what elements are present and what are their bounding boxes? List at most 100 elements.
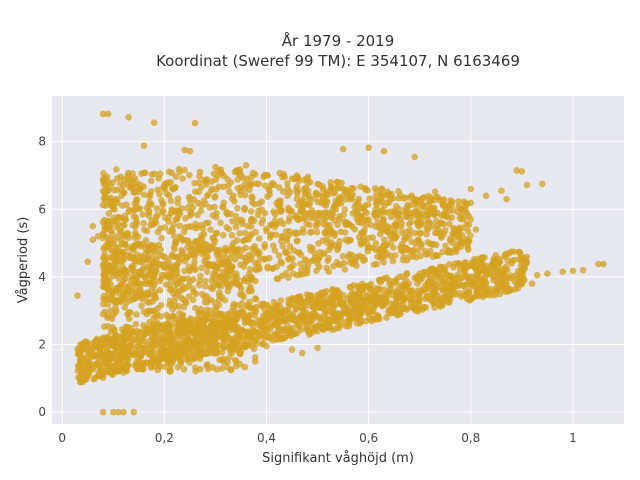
fill-point — [103, 277, 111, 285]
band-point — [350, 305, 358, 313]
data-point — [150, 119, 158, 127]
cluster-point — [125, 208, 133, 215]
cluster-point — [116, 228, 124, 235]
data-point — [212, 163, 219, 171]
fill-point — [171, 303, 179, 310]
band-point — [94, 343, 102, 351]
cluster-point — [259, 216, 267, 224]
fill-point — [161, 254, 169, 261]
band-point — [449, 285, 457, 293]
band-point — [284, 323, 292, 330]
data-point — [513, 167, 521, 174]
cluster-point — [113, 186, 121, 194]
band-point — [400, 296, 408, 304]
cluster-point — [387, 239, 395, 246]
data-point — [493, 262, 500, 270]
fill-point — [186, 252, 194, 259]
band-point — [79, 343, 86, 351]
cluster-point — [293, 237, 301, 245]
cluster-point — [176, 210, 184, 218]
band-point — [395, 282, 402, 290]
data-point — [380, 275, 388, 282]
cluster-point — [380, 236, 388, 244]
fill-point — [138, 302, 145, 310]
data-point — [365, 300, 372, 308]
band-point — [260, 312, 267, 320]
cluster-point — [158, 196, 165, 204]
band-point — [274, 304, 281, 312]
cluster-point — [408, 238, 415, 245]
fill-point — [161, 260, 169, 268]
fill-point — [119, 365, 127, 372]
cluster-point — [346, 250, 353, 258]
data-point — [227, 178, 235, 186]
cluster-point — [306, 221, 313, 229]
band-point — [333, 287, 340, 295]
fill-point — [115, 341, 122, 348]
band-point — [139, 344, 147, 352]
cluster-point — [234, 176, 241, 183]
band-point — [426, 285, 434, 293]
fill-point — [140, 308, 148, 316]
data-point — [477, 275, 485, 282]
band-point — [355, 291, 362, 298]
data-point — [600, 260, 607, 268]
band-point — [317, 304, 325, 311]
cluster-point — [303, 175, 311, 183]
band-point — [465, 262, 473, 270]
fill-point — [127, 276, 135, 284]
cluster-point — [437, 229, 445, 237]
fill-point — [137, 257, 145, 264]
data-point — [523, 181, 531, 189]
data-point — [304, 266, 311, 274]
fill-point — [250, 345, 258, 353]
fill-point — [132, 280, 139, 288]
cluster-point — [265, 187, 273, 195]
band-point — [412, 298, 420, 306]
cluster-point — [231, 168, 239, 176]
band-point — [131, 335, 139, 343]
cluster-point — [322, 208, 329, 216]
cluster-point — [185, 193, 193, 201]
band-point — [79, 370, 87, 378]
band-point — [431, 269, 439, 277]
cluster-point — [427, 247, 434, 255]
cluster-point — [417, 196, 425, 203]
data-point — [533, 271, 541, 279]
fill-point — [127, 252, 134, 259]
cluster-point — [200, 197, 208, 204]
cluster-point — [243, 236, 250, 243]
band-point — [301, 298, 309, 306]
fill-point — [180, 366, 188, 373]
cluster-point — [346, 259, 354, 266]
cluster-point — [323, 239, 331, 247]
fill-point — [252, 266, 260, 274]
cluster-point — [299, 225, 307, 233]
cluster-point — [358, 219, 365, 227]
cluster-point — [170, 221, 177, 228]
cluster-point — [114, 213, 122, 221]
data-point — [115, 408, 122, 416]
cluster-point — [355, 195, 363, 203]
cluster-point — [261, 210, 269, 217]
fill-point — [237, 261, 244, 268]
cluster-point — [179, 283, 186, 290]
fill-point — [238, 300, 246, 307]
fill-point — [199, 290, 206, 298]
band-point — [307, 330, 314, 337]
fill-point — [186, 246, 194, 254]
band-point — [319, 326, 327, 334]
band-point — [393, 288, 401, 296]
data-point — [472, 226, 480, 233]
fill-point — [162, 281, 170, 288]
band-point — [312, 324, 320, 332]
band-point — [450, 264, 457, 271]
data-point — [196, 236, 204, 244]
cluster-point — [389, 244, 397, 251]
fill-point — [245, 288, 253, 295]
cluster-point — [154, 228, 162, 236]
cluster-point — [197, 207, 205, 215]
cluster-point — [464, 243, 472, 250]
cluster-point — [138, 170, 145, 178]
data-point — [288, 175, 296, 183]
